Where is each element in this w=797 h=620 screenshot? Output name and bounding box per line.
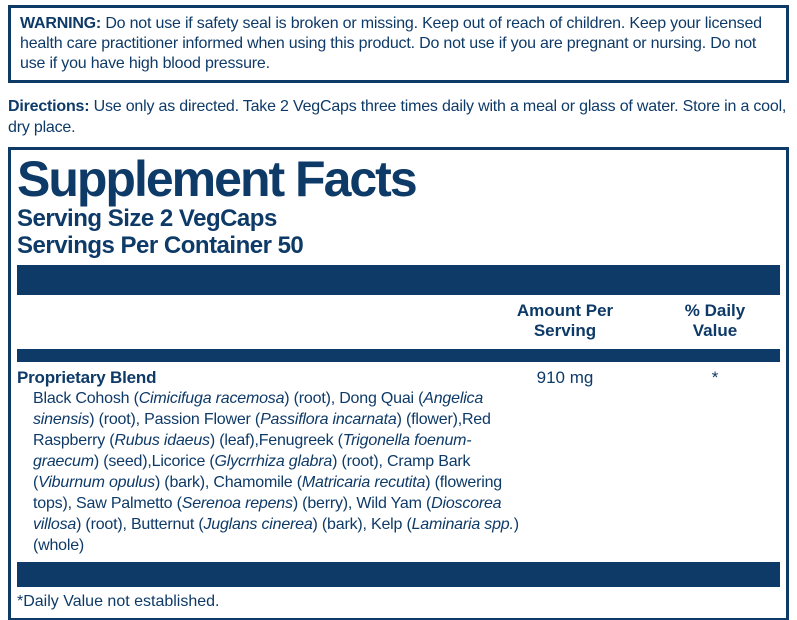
supplement-facts-title: Supplement Facts	[17, 151, 418, 207]
blend-amount: 910 mg	[536, 368, 594, 387]
directions-text: Use only as directed. Take 2 VegCaps thr…	[8, 98, 787, 136]
blend-name: Proprietary Blend	[17, 368, 157, 387]
blend-ingredients: Black Cohosh (Cimicifuga racemosa) (root…	[33, 390, 519, 554]
warning-text: Do not use if safety seal is broken or m…	[20, 15, 762, 72]
column-header-row: Amount Per Serving % Daily Value	[17, 301, 780, 341]
proprietary-blend-row: Proprietary Blend 910 mg *	[17, 367, 780, 388]
daily-value-header: % Daily Value	[684, 301, 746, 340]
serving-size: Serving Size 2 VegCaps	[17, 205, 277, 232]
divider-bar-thick-bottom	[17, 562, 780, 587]
directions-label: Directions:	[8, 98, 90, 115]
blend-daily-value: *	[711, 368, 719, 387]
servings-per-container: Servings Per Container 50	[17, 232, 304, 259]
daily-value-footnote: *Daily Value not established.	[17, 593, 220, 610]
supplement-facts-panel: Supplement Facts Serving Size 2 VegCaps …	[8, 147, 789, 620]
amount-per-serving-header: Amount Per Serving	[516, 301, 614, 340]
warning-box: WARNING: Do not use if safety seal is br…	[8, 5, 789, 83]
divider-bar-thick-top	[17, 265, 780, 295]
directions: Directions: Use only as directed. Take 2…	[8, 96, 789, 138]
warning-label: WARNING:	[20, 15, 102, 32]
divider-bar-thin	[17, 349, 780, 362]
